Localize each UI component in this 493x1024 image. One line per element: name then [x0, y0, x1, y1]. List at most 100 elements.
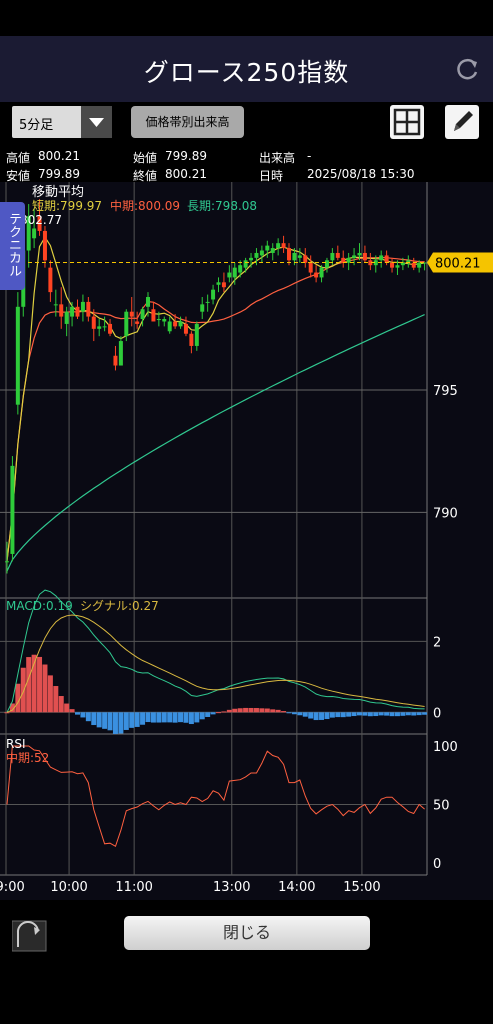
macd-histogram-bar [335, 712, 341, 718]
macd-histogram-bar [145, 712, 151, 723]
time-tick-label: 09:00 [0, 880, 25, 895]
macd-histogram-bar [42, 664, 48, 713]
macd-histogram-bar [172, 712, 178, 723]
candle-body [238, 265, 243, 273]
macd-tick-label: 0 [433, 706, 441, 721]
candle-body [411, 262, 416, 268]
macd-histogram-bar [329, 712, 335, 718]
macd-tick-label: 2 [433, 635, 441, 650]
candle-body [211, 289, 216, 300]
macd-histogram-bar [194, 712, 200, 723]
price-tick-label: 790 [433, 506, 458, 521]
time-tick-label: 14:00 [278, 880, 315, 895]
candle-body [319, 267, 324, 278]
macd-histogram-bar [221, 711, 227, 713]
candle-body [189, 333, 194, 346]
ma-legend-long: 長期:798.08 [187, 199, 257, 213]
macd-histogram-bar [340, 712, 346, 718]
macd-histogram-bar [134, 712, 140, 727]
candle-body [368, 260, 373, 266]
close-label: 終値 [133, 169, 158, 183]
candle-body [200, 304, 205, 312]
layout-button[interactable] [390, 105, 424, 139]
macd-histogram-bar [351, 712, 357, 717]
macd-histogram-bar [26, 657, 32, 713]
candle-body [390, 262, 395, 268]
ma-legend-short: 短期:799.97 [32, 199, 102, 213]
macd-histogram-bar [15, 683, 21, 713]
candle-body [26, 216, 31, 251]
candle-body [97, 326, 102, 329]
macd-histogram-bar [308, 712, 314, 719]
candle-body [395, 265, 400, 268]
candle-body [417, 262, 422, 268]
chevron-down-icon [81, 106, 112, 138]
macd-histogram-bar [216, 712, 221, 714]
candle-body [270, 248, 275, 253]
macd-histogram-bar [411, 712, 417, 716]
macd-histogram-bar [64, 703, 70, 713]
candle-body [265, 245, 270, 251]
candle-body [276, 243, 281, 249]
candle-body [232, 267, 237, 278]
macd-histogram-bar [400, 712, 406, 716]
macd-histogram-bar [53, 686, 59, 713]
macd-legend: MACD:0.19 [6, 599, 73, 613]
candle-body [303, 255, 308, 263]
draw-button[interactable] [445, 105, 479, 139]
macd-histogram-bar [91, 712, 97, 726]
macd-line [6, 589, 425, 713]
header: グロース250指数 [0, 36, 493, 102]
macd-histogram-bar [291, 712, 297, 715]
macd-histogram-bar [4, 712, 10, 714]
ma-legend-mid: 中期:800.09 [110, 198, 180, 213]
macd-histogram-bar [243, 707, 249, 713]
rsi-tick-label: 0 [433, 857, 441, 872]
close-button[interactable]: 閉じる [124, 916, 370, 950]
candle-body [59, 304, 64, 317]
rsi-tick-label: 50 [433, 799, 450, 814]
candle-body [287, 248, 291, 261]
macd-histogram-bar [178, 712, 184, 723]
candle-body [227, 272, 232, 278]
chart-area[interactable]: 09:00 10:00 11:00 13:00 14:00 15:00 790 795 800.… [0, 182, 493, 900]
candle-body [151, 309, 156, 322]
candle-body [80, 301, 85, 312]
candle-body [335, 252, 340, 258]
candle-body [254, 252, 259, 258]
macd-histogram-bar [389, 712, 395, 717]
time-tick-label: 11:00 [115, 880, 152, 895]
candle-body [37, 216, 42, 231]
refresh-icon [457, 58, 478, 80]
candle-body [406, 260, 411, 263]
close-value: 800.21 [165, 167, 207, 181]
candle-body [42, 230, 47, 261]
macd-histogram-bar [302, 712, 308, 717]
macd-histogram-bar [281, 711, 287, 713]
volume-profile-button[interactable]: 価格帯別出来高 [131, 106, 244, 138]
macd-histogram-bar [357, 712, 362, 716]
candle-body [5, 561, 9, 563]
time-tick-label: 13:00 [213, 880, 250, 895]
technical-tab[interactable]: テクニカル [0, 202, 25, 290]
candle-body [146, 297, 150, 307]
back-button[interactable] [11, 917, 48, 953]
macd-histogram-bar [156, 712, 162, 723]
chart-canvas[interactable]: 09:00 10:00 11:00 13:00 14:00 15:00 790 795 800.… [0, 182, 493, 900]
macd-histogram-bar [150, 712, 156, 723]
macd-histogram-bar [188, 712, 194, 725]
rsi-legend-title: RSI [6, 737, 26, 751]
candle-body [243, 260, 248, 268]
macd-histogram-bar [161, 712, 167, 723]
macd-histogram-bar [394, 712, 400, 717]
macd-histogram-bar [210, 712, 216, 715]
candle-body [10, 465, 15, 554]
macd-histogram-bar [118, 712, 124, 734]
rsi-line [6, 745, 425, 848]
refresh-button[interactable] [450, 54, 484, 84]
candle-body [216, 282, 221, 285]
grid-icon [393, 108, 421, 136]
candle-body [379, 255, 384, 261]
interval-select[interactable]: 5分足 [12, 106, 112, 138]
macd-histogram-bar [297, 712, 303, 716]
